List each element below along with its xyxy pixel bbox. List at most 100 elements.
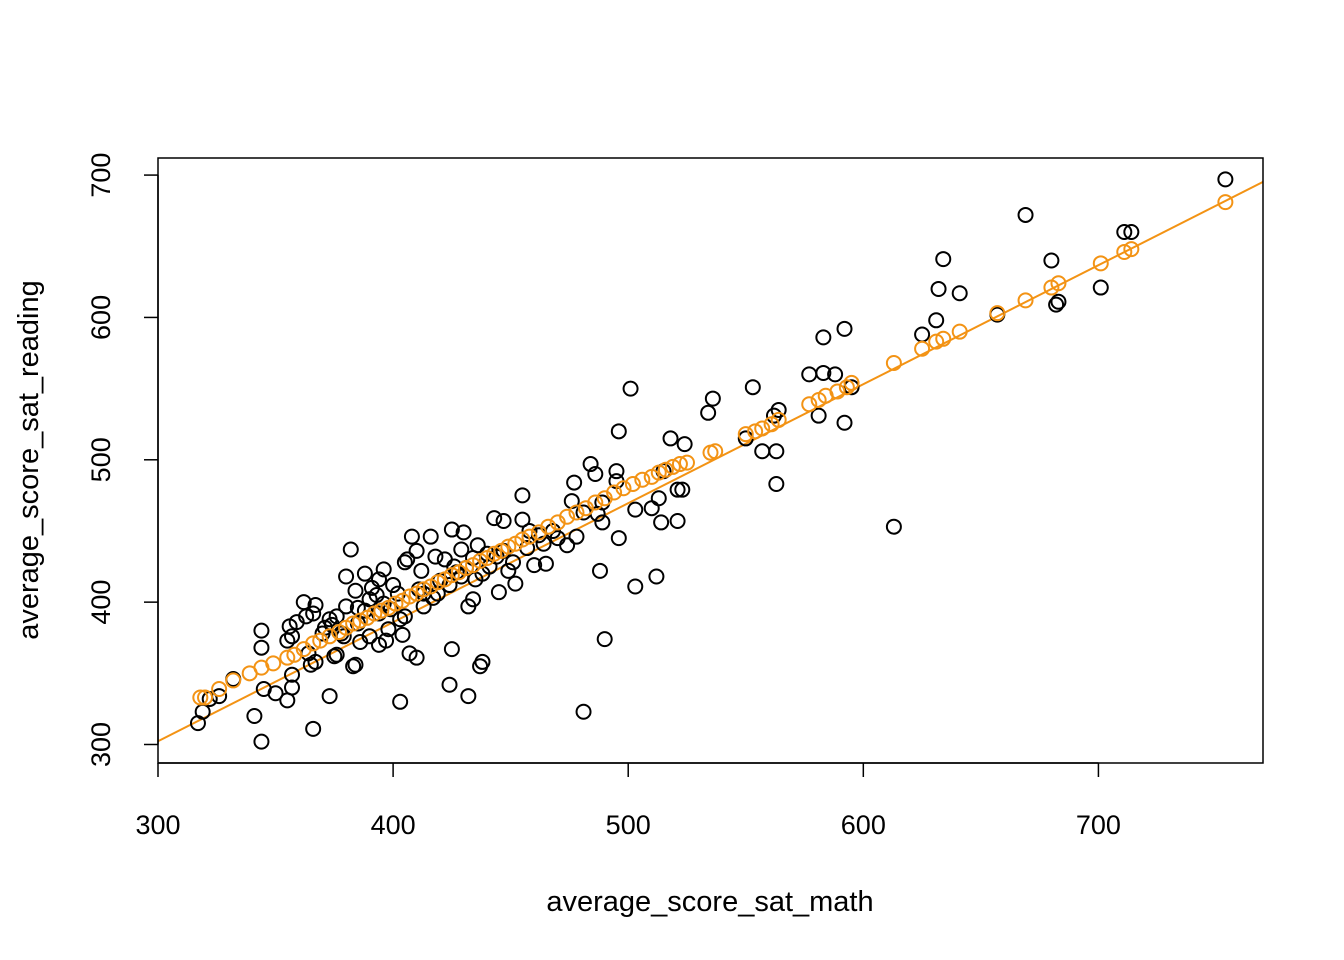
- x-tick-label: 600: [841, 810, 886, 840]
- fitted-point: [885, 354, 902, 371]
- data-point: [305, 605, 322, 622]
- x-tick-label: 300: [135, 810, 180, 840]
- y-tick-label: 600: [86, 295, 116, 340]
- data-point: [253, 639, 270, 656]
- data-point: [608, 463, 625, 480]
- data-point: [1050, 293, 1067, 310]
- data-point: [594, 514, 611, 531]
- data-point: [495, 513, 512, 529]
- fitted-point: [1050, 275, 1067, 292]
- data-point: [514, 511, 531, 528]
- data-point: [627, 501, 644, 518]
- data-point: [375, 561, 392, 578]
- data-point: [338, 598, 355, 615]
- fitted-point: [928, 333, 945, 350]
- fitted-point: [843, 374, 860, 391]
- fitted-point: [373, 602, 390, 619]
- data-point: [514, 487, 531, 504]
- data-point: [453, 541, 470, 558]
- data-point: [486, 510, 503, 527]
- fitted-point: [514, 531, 531, 548]
- data-point: [288, 614, 305, 631]
- fitted-point: [838, 379, 855, 396]
- fitted-point: [747, 423, 764, 440]
- data-point: [443, 521, 460, 538]
- x-tick-label: 700: [1076, 810, 1121, 840]
- points-layer: [189, 171, 1234, 750]
- fitted-point: [265, 655, 282, 672]
- data-point: [801, 366, 818, 383]
- data-point: [425, 589, 442, 606]
- data-point: [526, 557, 543, 574]
- fitted-point: [989, 305, 1006, 322]
- fitted-point: [770, 411, 787, 428]
- data-point: [610, 530, 627, 547]
- fitted-point: [225, 672, 242, 689]
- data-point: [413, 562, 430, 579]
- y-tick-label: 700: [86, 153, 116, 198]
- data-point: [302, 656, 319, 673]
- data-point: [582, 456, 599, 473]
- x-axis: 300 400 500 600 700: [135, 762, 1121, 840]
- fitted-point: [345, 615, 362, 632]
- data-point: [392, 611, 409, 628]
- fitted-point: [951, 323, 968, 340]
- fitted-point: [671, 456, 688, 473]
- fitted-point: [737, 426, 754, 443]
- fitted-point: [1123, 241, 1140, 258]
- data-point: [403, 528, 420, 545]
- fitted-point: [486, 545, 503, 562]
- fitted-point: [754, 420, 771, 437]
- fitted-point: [650, 464, 667, 481]
- fitted-point: [472, 552, 489, 569]
- fitted-point: [678, 454, 695, 471]
- data-point: [951, 285, 968, 302]
- fitted-point: [279, 649, 296, 666]
- data-point: [754, 443, 771, 460]
- data-point: [246, 708, 263, 725]
- data-point: [408, 542, 425, 559]
- fitted-point: [366, 605, 383, 622]
- data-point: [415, 598, 432, 615]
- data-point: [537, 555, 554, 572]
- data-point: [253, 622, 270, 639]
- data-point: [392, 693, 409, 710]
- data-point: [460, 688, 477, 705]
- fitted-point: [801, 396, 818, 413]
- fitted-point: [829, 383, 846, 400]
- data-point: [436, 551, 453, 568]
- data-point: [566, 474, 583, 491]
- y-tick-label: 300: [86, 722, 116, 767]
- fitted-point: [1017, 292, 1034, 309]
- data-point: [836, 320, 853, 337]
- data-point: [385, 577, 402, 594]
- data-point: [648, 568, 665, 585]
- data-point: [700, 404, 717, 421]
- data-point: [279, 632, 296, 649]
- data-point: [592, 562, 608, 579]
- data-point: [1123, 224, 1140, 241]
- x-axis-title: average_score_sat_math: [546, 886, 873, 918]
- fitted-point: [443, 567, 460, 584]
- fitted-point: [457, 559, 474, 576]
- data-point: [328, 646, 345, 663]
- fitted-point: [664, 458, 681, 475]
- data-point: [596, 631, 613, 648]
- data-point: [490, 584, 507, 601]
- data-point: [610, 423, 627, 440]
- y-axis-title: average_score_sat_reading: [13, 280, 45, 640]
- data-point: [669, 481, 686, 498]
- data-point: [408, 649, 425, 666]
- data-point: [255, 680, 272, 697]
- observed-points: [189, 171, 1234, 750]
- y-tick-label: 400: [86, 580, 116, 625]
- fitted-point: [1092, 255, 1109, 272]
- data-point: [627, 578, 644, 595]
- data-point: [643, 500, 660, 517]
- data-point: [827, 366, 844, 383]
- fitted-point: [914, 340, 931, 357]
- data-point: [650, 490, 667, 507]
- fitted-point: [634, 471, 651, 488]
- data-point: [284, 666, 301, 683]
- data-point: [843, 379, 860, 396]
